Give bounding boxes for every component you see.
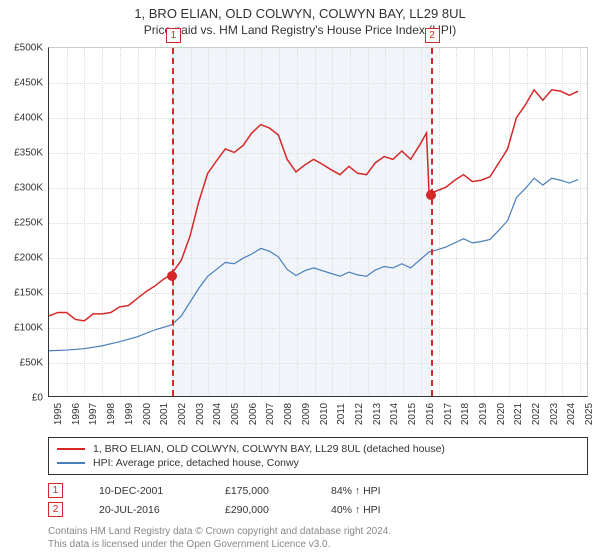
x-axis-label: 2003	[191, 403, 206, 425]
series-hpi	[49, 178, 578, 351]
y-axis-label: £450K	[14, 78, 49, 89]
x-axis-label: 2010	[315, 403, 330, 425]
legend-swatch	[57, 448, 85, 450]
y-axis-label: £100K	[14, 323, 49, 334]
x-axis-label: 2004	[208, 403, 223, 425]
y-axis-label: £200K	[14, 253, 49, 264]
marker-date: 10-DEC-2001	[99, 485, 189, 497]
chart-plot-area: £0£50K£100K£150K£200K£250K£300K£350K£400…	[48, 47, 588, 397]
x-axis-label: 2018	[456, 403, 471, 425]
x-axis-label: 2015	[403, 403, 418, 425]
x-axis-label: 2023	[545, 403, 560, 425]
marker-table: 1 10-DEC-2001 £175,000 84% ↑ HPI 2 20-JUL-201…	[48, 481, 588, 519]
marker-line: 1	[172, 48, 174, 396]
chart-container: 1, BRO ELIAN, OLD COLWYN, COLWYN BAY, LL…	[0, 0, 600, 560]
marker-line: 2	[431, 48, 433, 396]
x-axis-label: 2002	[173, 403, 188, 425]
title-block: 1, BRO ELIAN, OLD COLWYN, COLWYN BAY, LL…	[0, 0, 600, 39]
x-axis-label: 2007	[261, 403, 276, 425]
x-axis-label: 2012	[350, 403, 365, 425]
chart-subtitle: Price paid vs. HM Land Registry's House …	[0, 23, 600, 37]
legend-box: 1, BRO ELIAN, OLD COLWYN, COLWYN BAY, LL…	[48, 437, 588, 475]
x-axis-label: 2024	[562, 403, 577, 425]
y-axis-label: £0	[32, 393, 49, 404]
x-axis-label: 2009	[297, 403, 312, 425]
footnote-line: Contains HM Land Registry data © Crown c…	[48, 525, 588, 538]
marker-price: £175,000	[225, 485, 295, 497]
legend-row: HPI: Average price, detached house, Conw…	[57, 456, 579, 470]
x-axis-label: 2020	[492, 403, 507, 425]
marker-date: 20-JUL-2016	[99, 504, 189, 516]
x-axis-label: 2014	[385, 403, 400, 425]
marker-point	[426, 190, 436, 200]
legend-label: HPI: Average price, detached house, Conw…	[93, 457, 299, 469]
marker-tag: 1	[166, 28, 181, 43]
y-axis-label: £350K	[14, 148, 49, 159]
x-axis-label: 1998	[102, 403, 117, 425]
x-axis-label: 2016	[421, 403, 436, 425]
footnote: Contains HM Land Registry data © Crown c…	[48, 525, 588, 551]
marker-delta: 84% ↑ HPI	[331, 485, 381, 497]
marker-table-row: 2 20-JUL-2016 £290,000 40% ↑ HPI	[48, 500, 588, 519]
series-price	[49, 90, 578, 321]
x-axis-label: 2001	[155, 403, 170, 425]
marker-price: £290,000	[225, 504, 295, 516]
x-axis-label: 2011	[332, 403, 347, 425]
x-axis-label: 2025	[580, 403, 595, 425]
x-axis-label: 2021	[509, 403, 524, 425]
y-axis-label: £500K	[14, 43, 49, 54]
x-axis-label: 2022	[527, 403, 542, 425]
x-axis-label: 2006	[244, 403, 259, 425]
legend-row: 1, BRO ELIAN, OLD COLWYN, COLWYN BAY, LL…	[57, 442, 579, 456]
legend-swatch	[57, 462, 85, 464]
series-svg	[49, 48, 587, 396]
footnote-line: This data is licensed under the Open Gov…	[48, 538, 588, 551]
x-axis-label: 2017	[439, 403, 454, 425]
y-axis-label: £150K	[14, 288, 49, 299]
y-axis-label: £400K	[14, 113, 49, 124]
x-axis-label: 1996	[67, 403, 82, 425]
x-axis-label: 1999	[120, 403, 135, 425]
marker-tag-icon: 2	[48, 502, 63, 517]
marker-tag-icon: 1	[48, 483, 63, 498]
legend-label: 1, BRO ELIAN, OLD COLWYN, COLWYN BAY, LL…	[93, 443, 445, 455]
chart-title: 1, BRO ELIAN, OLD COLWYN, COLWYN BAY, LL…	[0, 6, 600, 21]
y-axis-label: £250K	[14, 218, 49, 229]
y-axis-label: £50K	[20, 358, 49, 369]
y-axis-label: £300K	[14, 183, 49, 194]
marker-table-row: 1 10-DEC-2001 £175,000 84% ↑ HPI	[48, 481, 588, 500]
x-axis-label: 2005	[226, 403, 241, 425]
marker-delta: 40% ↑ HPI	[331, 504, 381, 516]
x-axis-label: 2013	[368, 403, 383, 425]
marker-tag: 2	[425, 28, 440, 43]
x-axis-label: 2019	[474, 403, 489, 425]
x-axis-label: 1997	[84, 403, 99, 425]
x-axis-label: 2000	[138, 403, 153, 425]
x-axis-label: 1995	[49, 403, 64, 425]
marker-point	[167, 271, 177, 281]
x-axis-label: 2008	[279, 403, 294, 425]
